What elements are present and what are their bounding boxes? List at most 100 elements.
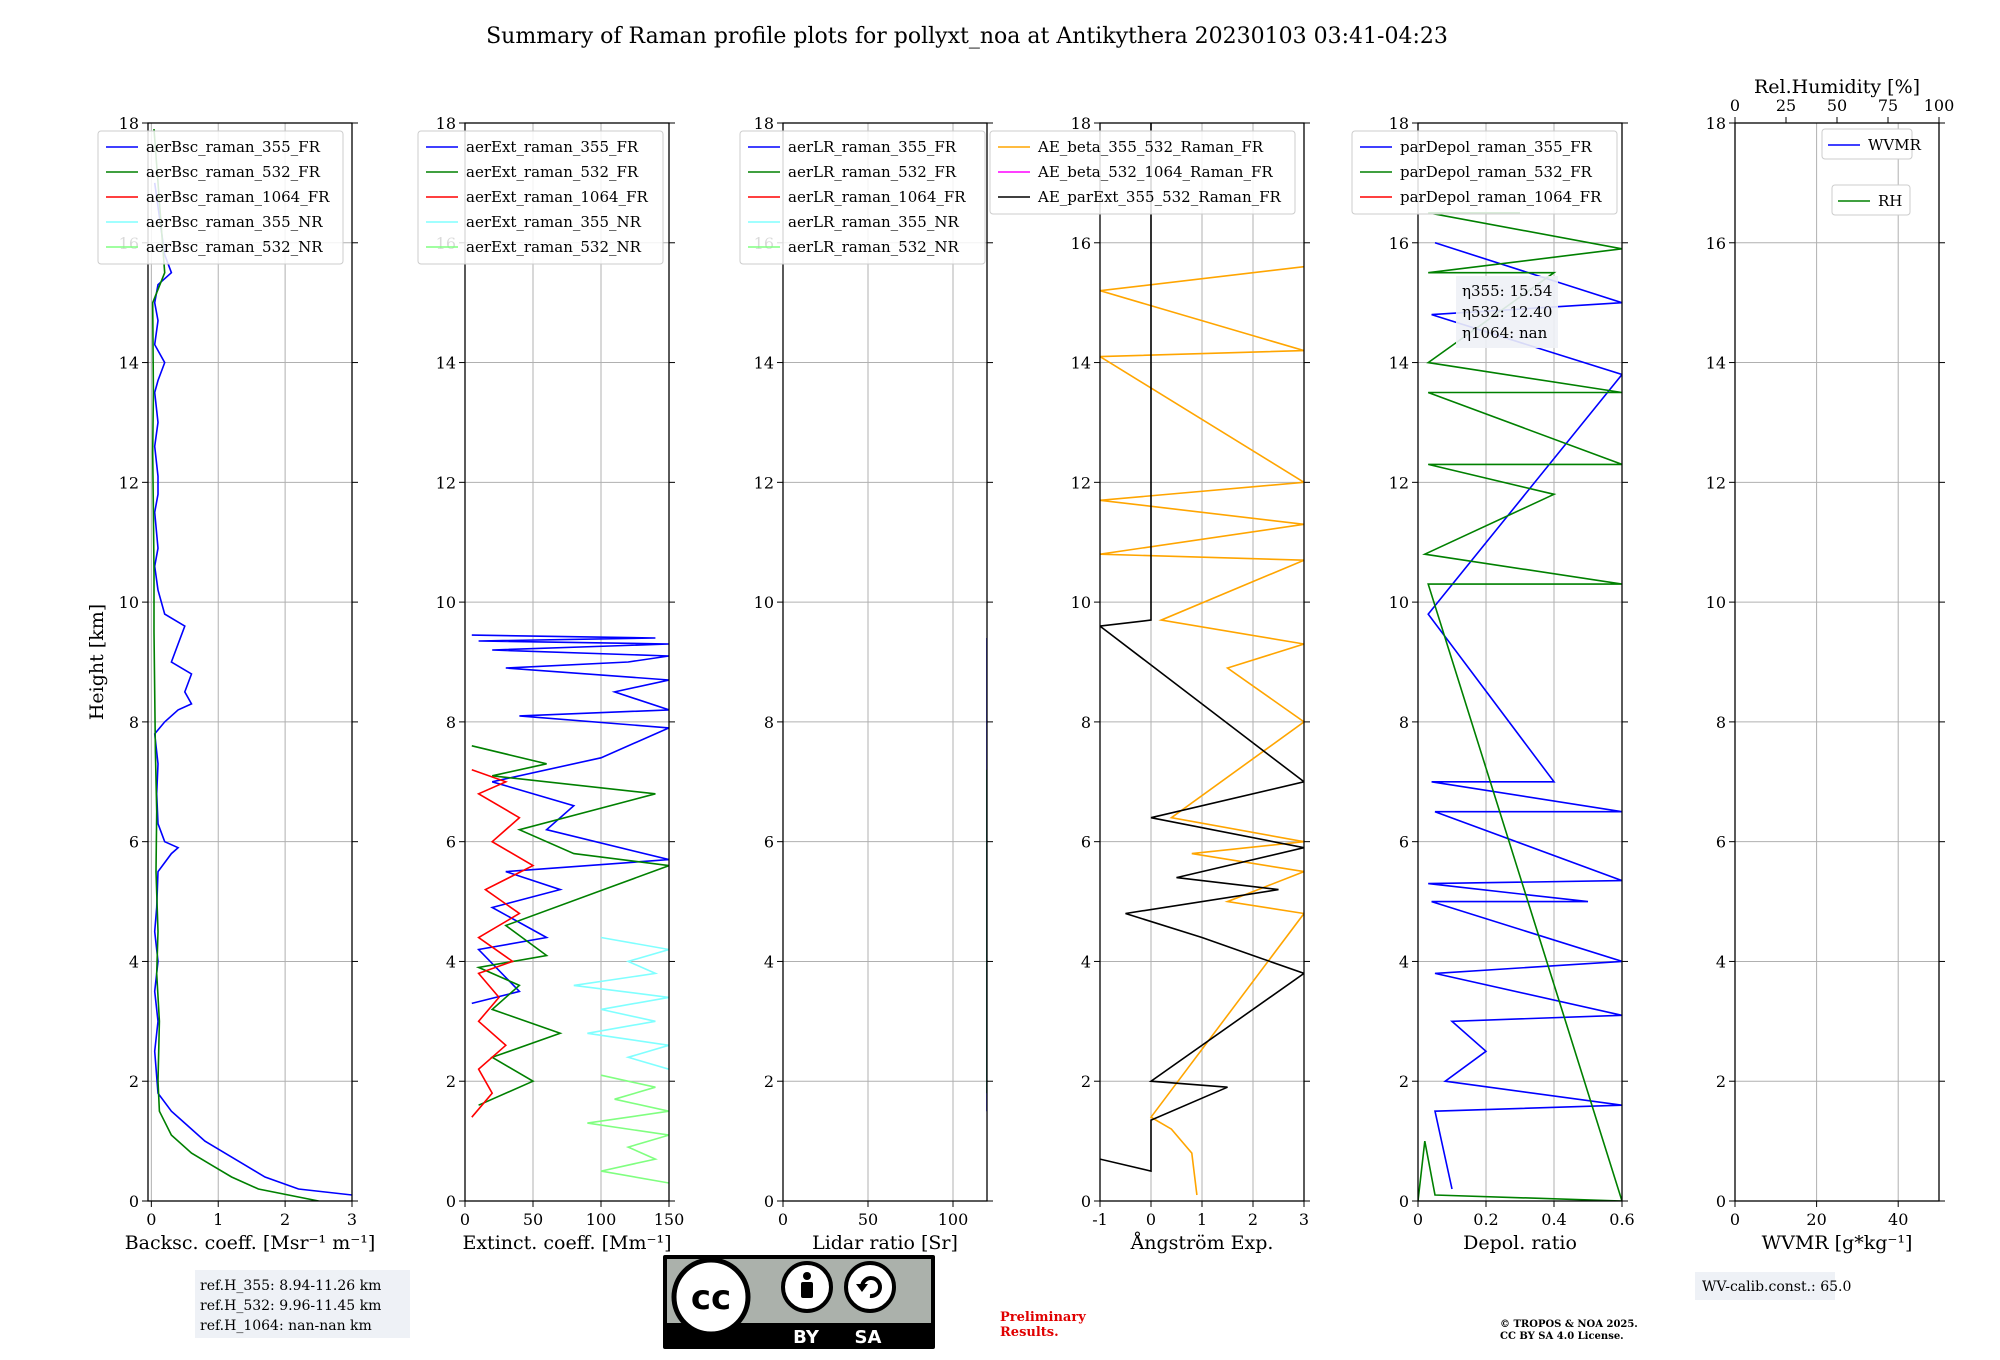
x-tick-label: 0.6 <box>1609 1210 1634 1229</box>
series-line-aerExt_raman_532_FR <box>471 745 669 1106</box>
legend-entry: aerLR_raman_1064_FR <box>788 188 966 206</box>
ref-height-355: ref.H_355: 8.94-11.26 km <box>200 1278 381 1294</box>
y-tick-label: 8 <box>1081 713 1091 732</box>
legend-entry: WVMR <box>1868 136 1922 154</box>
x-tick-label: 0 <box>146 1210 156 1229</box>
y-tick-label: 4 <box>129 952 139 971</box>
y-tick-label: 0 <box>1399 1192 1409 1211</box>
badge-sa-label: SA <box>855 1327 882 1348</box>
legend-box <box>989 130 1296 215</box>
legend-box <box>1831 184 1911 216</box>
axes-frame <box>782 122 988 1202</box>
legend-entry: parDepol_raman_1064_FR <box>1400 188 1602 206</box>
x-tick-label: 0.2 <box>1473 1210 1498 1229</box>
panel-5: 0 0.2 0.4 0.6 0 2 4 6 8 10 12 14 16 18 Depol. ratio par… <box>1351 114 1635 1254</box>
by-person-body <box>801 1282 813 1298</box>
panel-3: 050100024681012141618Lidar ratio [Sr]aer… <box>739 114 993 1254</box>
x-tick-label: 20 <box>1806 1210 1826 1229</box>
y-tick-label: 14 <box>1389 354 1409 373</box>
cc-license-badge: cc BY SA <box>663 1255 935 1349</box>
panel-6: 0 20 40 0 2 4 6 8 10 12 14 16 18 WVMR [g*kg⁻¹] 0 25 50 75… <box>1706 76 1955 1254</box>
y-tick-label: 12 <box>119 473 139 492</box>
panels: 0123024681012141618Backsc. coeff. [Msr⁻¹… <box>86 76 1954 1254</box>
y-tick-label: 0 <box>1716 1192 1726 1211</box>
series-line-aerExt_raman_355_FR <box>471 634 669 1005</box>
y-tick-label: 10 <box>436 593 456 612</box>
series-line-AE_parExt_355_532_Raman_FR <box>1100 123 1304 1173</box>
legend-entry: parDepol_raman_355_FR <box>1400 138 1593 156</box>
legend-entry: aerLR_raman_532_FR <box>788 163 957 181</box>
y-tick-label: 4 <box>1081 952 1091 971</box>
y-tick-label: 12 <box>436 473 456 492</box>
y-tick-label: 14 <box>436 354 456 373</box>
y-tick-label: 18 <box>1389 114 1409 133</box>
y-tick-label: 0 <box>764 1192 774 1211</box>
y-tick-label: 6 <box>1399 833 1409 852</box>
top-tick-label: 50 <box>1827 96 1847 115</box>
x-tick-label: 100 <box>586 1210 617 1229</box>
legend-entry: aerExt_raman_1064_FR <box>466 188 648 206</box>
figure-title: Summary of Raman profile plots for polly… <box>486 24 1448 49</box>
x-tick-label: 1 <box>213 1210 223 1229</box>
x-tick-label: 0.4 <box>1541 1210 1566 1229</box>
preliminary-label-1: Preliminary <box>1000 1310 1086 1325</box>
y-tick-label: 14 <box>1706 354 1726 373</box>
wv-calib-box: WV-calib.const.: 65.0 <box>1695 1272 1851 1300</box>
y-tick-label: 0 <box>129 1192 139 1211</box>
y-tick-label: 18 <box>119 114 139 133</box>
series-line-aerBsc_raman_532_FR <box>151 128 319 1201</box>
legend-entry: aerLR_raman_355_NR <box>788 213 959 231</box>
y-tick-label: 10 <box>119 593 139 612</box>
legend-box <box>1821 128 1913 160</box>
x-tick-label: 3 <box>347 1210 357 1229</box>
y-tick-label: 8 <box>129 713 139 732</box>
legend-entry: AE_parExt_355_532_Raman_FR <box>1037 188 1282 206</box>
y-tick-label: 2 <box>446 1072 456 1091</box>
x-axis-label: Ångström Exp. <box>1130 1232 1274 1254</box>
x-axis-label: WVMR [g*kg⁻¹] <box>1762 1232 1913 1254</box>
y-tick-label: 2 <box>764 1072 774 1091</box>
legend-entry: aerBsc_raman_355_NR <box>146 213 323 231</box>
x-tick-label: 40 <box>1888 1210 1908 1229</box>
y-tick-label: 10 <box>1389 593 1409 612</box>
axes-frame <box>1734 122 1940 1202</box>
y-tick-label: 6 <box>1716 833 1726 852</box>
ref-height-background <box>195 1270 410 1338</box>
x-tick-label: 0 <box>460 1210 470 1229</box>
cc-icon <box>671 1257 751 1337</box>
y-tick-label: 16 <box>1389 234 1409 253</box>
legend-entry: aerLR_raman_355_FR <box>788 138 957 156</box>
axes-frame <box>1417 122 1623 1202</box>
x-tick-label: 0 <box>1730 1210 1740 1229</box>
y-tick-label: 6 <box>764 833 774 852</box>
x-tick-label: 2 <box>1248 1210 1258 1229</box>
legend-entry: AE_beta_532_1064_Raman_FR <box>1037 163 1273 181</box>
sa-share-arrow <box>856 1284 868 1292</box>
legend-entry: parDepol_raman_532_FR <box>1400 163 1593 181</box>
panel-2: 050100150024681012141618Extinct. coeff. … <box>417 114 684 1254</box>
eta-annotation-box <box>1456 276 1558 348</box>
legend-box <box>97 130 344 265</box>
series-line-aerExt_raman_532_NR <box>587 1074 669 1184</box>
y-tick-label: 4 <box>446 952 456 971</box>
preliminary-label-2: Results. <box>1000 1325 1059 1340</box>
copyright-line-2: CC BY SA 4.0 License. <box>1500 1331 1624 1342</box>
y-tick-label: 14 <box>1071 354 1091 373</box>
legend-entry: aerBsc_raman_1064_FR <box>146 188 330 206</box>
eta-annotation-line: η532: 12.40 <box>1462 303 1552 321</box>
by-person-head <box>803 1272 811 1280</box>
y-tick-label: 14 <box>119 354 139 373</box>
y-tick-label: 18 <box>436 114 456 133</box>
legend-entry: aerExt_raman_532_FR <box>466 163 639 181</box>
legend-entry: aerBsc_raman_355_FR <box>146 138 321 156</box>
y-tick-label: 0 <box>446 1192 456 1211</box>
legend-entry: aerExt_raman_532_NR <box>466 238 642 256</box>
x-axis-label: Extinct. coeff. [Mm⁻¹] <box>462 1232 671 1254</box>
y-tick-label: 8 <box>1399 713 1409 732</box>
y-tick-label: 6 <box>129 833 139 852</box>
sa-share-icon <box>844 1261 896 1313</box>
ref-height-box: ref.H_355: 8.94-11.26 km ref.H_532: 9.96… <box>195 1270 410 1338</box>
sa-share-arc <box>860 1276 882 1299</box>
y-tick-label: 10 <box>754 593 774 612</box>
